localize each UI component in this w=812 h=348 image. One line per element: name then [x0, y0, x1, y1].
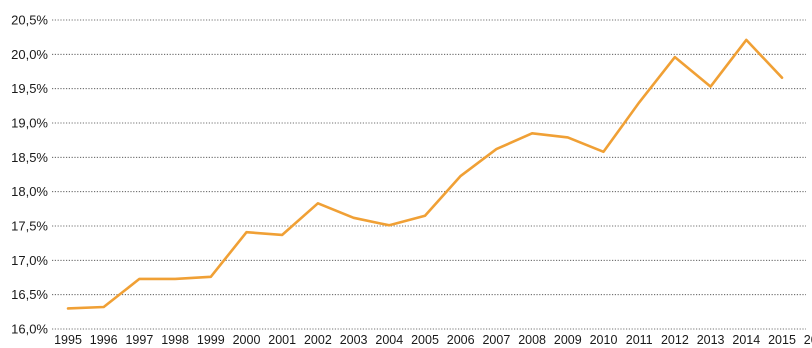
x-tick-label: 2007 — [482, 333, 510, 347]
x-tick-label: 2005 — [411, 333, 439, 347]
x-tick-label: 1996 — [90, 333, 118, 347]
y-tick-label: 20,0% — [11, 47, 48, 62]
x-tick-label: 1998 — [161, 333, 189, 347]
x-tick-label: 2013 — [697, 333, 725, 347]
y-tick-label: 19,5% — [11, 81, 48, 96]
series-line — [66, 38, 784, 310]
x-tick-label: 2003 — [340, 333, 368, 347]
x-tick-label: 1995 — [54, 333, 82, 347]
x-tick-label: 2001 — [268, 333, 296, 347]
x-tick-label: 2002 — [304, 333, 332, 347]
x-tick-label: 2000 — [233, 333, 261, 347]
x-tick-label: 2009 — [554, 333, 582, 347]
y-axis-tick-labels: 16,0% 16,5% 17,0% 17,5% 18,0% 18,5% 19,0% 19,5%… — [11, 13, 48, 337]
x-tick-label: 2008 — [518, 333, 546, 347]
x-tick-label: 2011 — [626, 333, 653, 347]
x-tick-label: 2014 — [732, 333, 760, 347]
y-tick-label: 19,0% — [11, 116, 48, 131]
y-tick-label: 16,0% — [11, 322, 48, 337]
y-tick-label: 18,5% — [11, 150, 48, 165]
y-tick-label: 20,5% — [11, 13, 48, 28]
x-axis-tick-labels: 1995 1996 1997 1998 1999 2000 2001 2002 2003 2004… — [54, 333, 812, 347]
x-tick-label: 2015 — [768, 333, 796, 347]
x-tick-label: 1997 — [125, 333, 153, 347]
x-tick-label: 2006 — [447, 333, 475, 347]
y-tick-label: 16,5% — [11, 287, 48, 302]
x-tick-label: 2004 — [375, 333, 403, 347]
y-tick-label: 18,0% — [11, 184, 48, 199]
y-tick-label: 17,0% — [11, 253, 48, 268]
x-tick-label: 2016 — [804, 333, 812, 347]
series-layer — [66, 38, 784, 310]
x-tick-label: 2010 — [590, 333, 618, 347]
y-tick-label: 17,5% — [11, 219, 48, 234]
grid-layer — [52, 19, 806, 330]
x-tick-label: 2012 — [661, 333, 689, 347]
x-tick-label: 1999 — [197, 333, 225, 347]
